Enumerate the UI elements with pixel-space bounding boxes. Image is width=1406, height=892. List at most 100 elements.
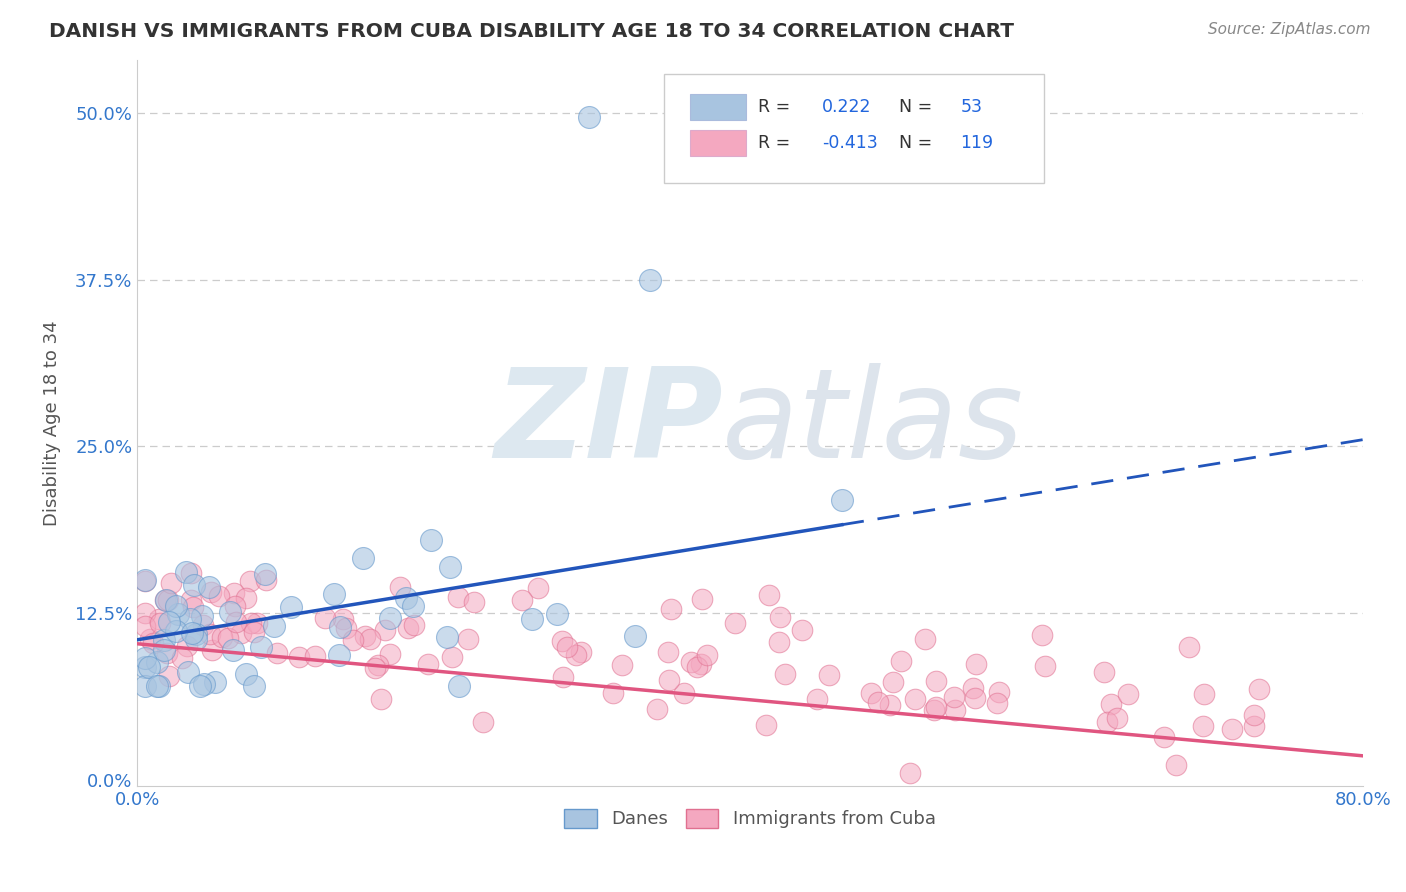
Text: atlas: atlas <box>721 362 1024 483</box>
Point <box>183 578 205 592</box>
Point <box>645 702 668 716</box>
Text: R =: R = <box>758 98 796 116</box>
Point <box>148 680 170 694</box>
Point <box>235 591 257 606</box>
Point <box>235 667 257 681</box>
Point <box>1243 708 1265 723</box>
Point <box>402 599 425 613</box>
Point <box>758 588 780 602</box>
Point <box>640 273 662 287</box>
Point <box>243 680 266 694</box>
Point <box>689 657 711 672</box>
Point <box>155 593 177 607</box>
Point <box>134 618 156 632</box>
Point <box>472 715 495 730</box>
Point <box>177 665 200 679</box>
Point <box>914 632 936 647</box>
Point <box>165 599 187 613</box>
Point <box>868 695 890 709</box>
Point <box>696 648 718 662</box>
Point <box>1153 730 1175 744</box>
Point <box>925 700 948 714</box>
Point <box>1194 687 1216 701</box>
Point <box>769 610 792 624</box>
Point <box>681 655 703 669</box>
Point <box>246 616 269 631</box>
Point <box>323 587 346 601</box>
Point <box>396 621 419 635</box>
Point <box>211 631 233 645</box>
Point <box>253 567 276 582</box>
Point <box>962 681 984 696</box>
Point <box>222 586 245 600</box>
Point <box>673 686 696 700</box>
Point <box>193 677 215 691</box>
Point <box>623 630 645 644</box>
Point <box>180 566 202 581</box>
Point <box>157 668 180 682</box>
Text: N =: N = <box>898 98 938 116</box>
Point <box>831 492 853 507</box>
Point <box>304 649 326 664</box>
Text: ZIP: ZIP <box>495 362 724 483</box>
Legend: Danes, Immigrants from Cuba: Danes, Immigrants from Cuba <box>557 802 943 836</box>
Point <box>439 560 461 574</box>
Point <box>463 595 485 609</box>
Point <box>790 623 813 637</box>
Point <box>204 674 226 689</box>
Point <box>965 657 987 672</box>
Point <box>988 685 1011 699</box>
Point <box>157 615 180 629</box>
Point <box>180 592 202 607</box>
Point <box>188 680 211 694</box>
Point <box>380 647 402 661</box>
Point <box>879 698 901 713</box>
Point <box>818 668 841 682</box>
Point <box>1031 628 1053 642</box>
Point <box>659 602 682 616</box>
Point <box>1107 711 1129 725</box>
Point <box>1092 665 1115 679</box>
Point <box>145 680 167 694</box>
Point <box>692 591 714 606</box>
Point <box>1243 719 1265 733</box>
Point <box>1095 714 1118 729</box>
Point <box>610 658 633 673</box>
Point <box>724 615 747 630</box>
Point <box>138 632 160 647</box>
Point <box>184 632 207 647</box>
Point <box>239 574 262 588</box>
Point <box>328 648 350 663</box>
Point <box>602 686 624 700</box>
Point <box>686 660 709 674</box>
Text: 119: 119 <box>960 134 993 153</box>
Point <box>657 645 679 659</box>
Point <box>354 629 377 643</box>
Point <box>352 550 374 565</box>
Point <box>149 615 172 630</box>
Point <box>925 673 948 688</box>
Point <box>359 632 381 646</box>
Point <box>219 605 242 619</box>
Point <box>1116 687 1139 701</box>
Point <box>578 110 600 124</box>
Point <box>254 573 277 587</box>
Text: 53: 53 <box>960 98 983 116</box>
Point <box>176 640 198 654</box>
Point <box>134 606 156 620</box>
Point <box>922 703 945 717</box>
Point <box>134 573 156 587</box>
Point <box>166 607 188 622</box>
Text: DANISH VS IMMIGRANTS FROM CUBA DISABILITY AGE 18 TO 34 CORRELATION CHART: DANISH VS IMMIGRANTS FROM CUBA DISABILIT… <box>49 22 1014 41</box>
Point <box>557 640 579 655</box>
Point <box>395 591 418 605</box>
Point <box>138 660 160 674</box>
Point <box>1192 719 1215 733</box>
Point <box>546 607 568 621</box>
Point <box>198 627 221 641</box>
Point <box>510 593 533 607</box>
Point <box>179 612 201 626</box>
Point <box>263 619 285 633</box>
Point <box>200 585 222 599</box>
Point <box>416 657 439 671</box>
